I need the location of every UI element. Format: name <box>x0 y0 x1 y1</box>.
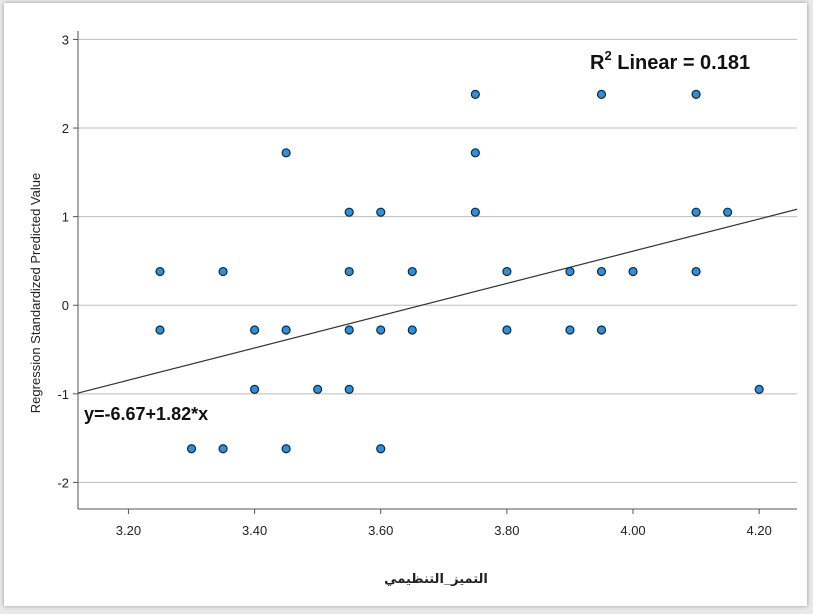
x-axis-title: التميز_التنظيمي <box>384 571 488 586</box>
data-point <box>344 325 354 335</box>
y-tick-label: -1 <box>57 387 69 402</box>
data-point <box>723 207 733 217</box>
data-point <box>502 325 512 335</box>
y-tick-label: -2 <box>57 475 69 490</box>
data-point <box>596 266 607 277</box>
data-point <box>344 266 354 277</box>
data-point <box>565 325 575 335</box>
y-tick-label: 2 <box>62 121 69 136</box>
x-tick-label: 3.60 <box>368 523 393 538</box>
x-tick-label: 4.00 <box>620 523 645 538</box>
data-point <box>155 325 165 335</box>
data-point <box>754 384 764 394</box>
data-point <box>376 325 386 335</box>
data-point <box>628 266 638 277</box>
y-tick-label: 0 <box>62 298 69 313</box>
data-point <box>376 444 386 454</box>
data-point <box>407 266 417 277</box>
data-point <box>470 207 480 217</box>
r-squared-label: R2 Linear = 0.181 <box>590 48 750 74</box>
data-point <box>218 266 228 277</box>
y-tick-label: 3 <box>62 32 69 47</box>
data-point <box>155 266 165 277</box>
data-point <box>344 384 354 394</box>
gridlines <box>78 38 797 483</box>
data-point <box>281 148 291 158</box>
data-point <box>502 266 512 277</box>
data-point <box>281 325 291 335</box>
data-point <box>407 325 417 335</box>
data-point <box>691 207 701 217</box>
x-tick-label: 3.40 <box>242 523 267 538</box>
data-point <box>376 207 386 217</box>
data-points <box>155 89 764 454</box>
data-point <box>249 384 260 394</box>
data-point <box>344 207 354 217</box>
x-tick-label: 3.80 <box>494 523 519 538</box>
regression-fit-line <box>77 208 798 394</box>
data-point <box>218 444 228 454</box>
r2-suffix: Linear = 0.181 <box>612 52 750 74</box>
data-point <box>313 384 323 394</box>
data-point <box>249 325 260 335</box>
data-point <box>691 89 701 99</box>
data-point <box>186 444 197 454</box>
data-point <box>281 444 291 454</box>
r2-superscript: 2 <box>604 48 611 63</box>
r2-prefix: R <box>590 52 605 74</box>
y-tick-label: 1 <box>62 210 69 225</box>
y-axis-title: Regression Standardized Predicted Value <box>28 173 43 413</box>
x-tick-label: 3.20 <box>116 523 141 538</box>
axis-ticks: -2 -1 0 1 2 3 3.20 3.40 3.60 3.80 4.00 4.20 <box>57 32 771 538</box>
data-point <box>691 266 701 277</box>
chart-frame: -2 -1 0 1 2 3 3.20 3.40 3.60 3.80 4.00 4.20 R2 Line… <box>4 3 807 606</box>
data-point <box>565 266 575 277</box>
data-point <box>470 89 480 99</box>
data-point <box>596 89 607 99</box>
data-point <box>470 148 480 158</box>
data-point <box>596 325 607 335</box>
regression-equation-label: y=-6.67+1.82*x <box>84 404 208 424</box>
x-tick-label: 4.20 <box>747 523 772 538</box>
